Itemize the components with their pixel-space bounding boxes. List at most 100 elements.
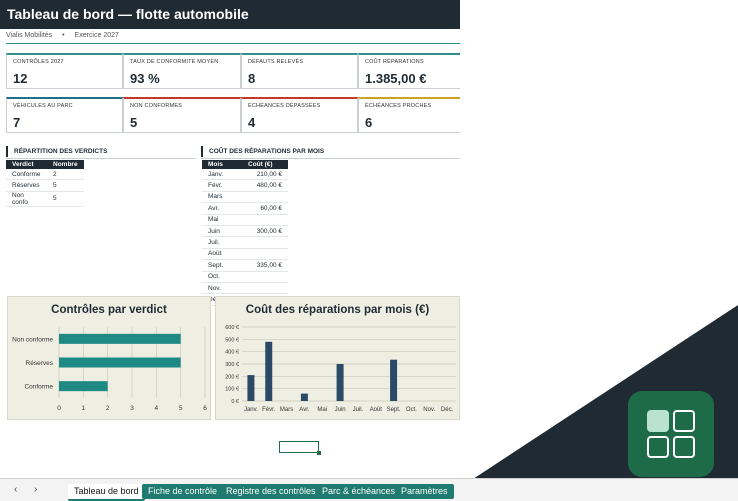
next-sheet-button[interactable]: › [34, 484, 37, 495]
table-row[interactable]: Sept. 335,00 € [202, 260, 288, 271]
table-row[interactable]: Oct. [202, 271, 288, 282]
cost-cell[interactable] [242, 214, 288, 225]
tab-registre-des-controles[interactable]: Registre des contrôles [220, 484, 322, 499]
month-cell[interactable]: Août [202, 248, 242, 259]
grid-square-icon [647, 436, 669, 458]
cost-cell[interactable]: 300,00 € [242, 225, 288, 236]
y-category-label: Conforme [24, 384, 53, 391]
month-cell[interactable]: Oct. [202, 271, 242, 282]
company-name: Vialis Mobilités [6, 32, 52, 39]
tab-parc-echeances[interactable]: Parc & échéances [316, 484, 401, 499]
cost-cell[interactable] [242, 271, 288, 282]
bar [59, 381, 108, 391]
bar [59, 358, 181, 368]
kpi-value: 4 [248, 115, 255, 130]
month-cell[interactable]: Juil. [202, 237, 242, 248]
cost-cell[interactable]: 335,00 € [242, 260, 288, 271]
table-row[interactable]: Non confo 5 [6, 191, 84, 206]
x-category-label: Janv. [244, 407, 258, 413]
kpi-card-echeances-depassees[interactable]: ÉCHÉANCES DÉPASSÉES 4 [241, 97, 358, 133]
grid-square-icon [673, 410, 695, 432]
table-row[interactable]: Conforme 2 [6, 169, 84, 180]
kpi-label: DÉFAUTS RELEVÉS [248, 59, 303, 65]
kpi-card-echeances-proches[interactable]: ÉCHÉANCES PROCHES 6 [358, 97, 460, 133]
table-row[interactable]: Août [202, 248, 288, 259]
kpi-card-taux-conformite[interactable]: TAUX DE CONFORMITÉ MOYEN 93 % [123, 53, 241, 89]
kpi-card-vehicules[interactable]: VÉHICULES AU PARC 7 [6, 97, 123, 133]
table-row[interactable]: Juil. [202, 237, 288, 248]
table-row[interactable]: Nov. [202, 282, 288, 293]
x-tick-label: 6 [203, 405, 207, 412]
y-tick-label: 200 € [225, 374, 239, 380]
prev-sheet-button[interactable]: ‹ [14, 484, 17, 495]
month-cell[interactable]: Févr. [202, 180, 242, 191]
section-divider [201, 158, 460, 159]
kpi-card-defauts[interactable]: DÉFAUTS RELEVÉS 8 [241, 53, 358, 89]
section-divider [6, 158, 196, 159]
costs-table: Mois Coût (€) Janv. 210,00 € Févr. 480,00 €… [202, 160, 288, 306]
cost-cell[interactable] [242, 248, 288, 259]
column-header[interactable]: Mois [202, 160, 242, 169]
month-cell[interactable]: Avr. [202, 203, 242, 214]
x-category-label: Juil. [353, 407, 364, 413]
tab-fiche-de-controle[interactable]: Fiche de contrôle [142, 484, 223, 499]
kpi-card-controles[interactable]: CONTRÔLES 2027 12 [6, 53, 123, 89]
cost-cell[interactable] [242, 191, 288, 202]
section-title-costs: COÛT DES RÉPARATIONS PAR MOIS [201, 146, 324, 157]
kpi-card-cout-reparations[interactable]: COÛT RÉPARATIONS 1.385,00 € [358, 53, 460, 89]
kpi-value: 6 [365, 115, 372, 130]
y-tick-label: 0 € [231, 399, 239, 405]
selected-cell[interactable] [279, 441, 319, 453]
x-tick-label: 2 [106, 405, 110, 412]
table-row[interactable]: Mars [202, 191, 288, 202]
cost-cell[interactable]: 60,00 € [242, 203, 288, 214]
month-cell[interactable]: Juin [202, 225, 242, 236]
table-row[interactable]: Févr. 480,00 € [202, 180, 288, 191]
x-tick-label: 3 [130, 405, 134, 412]
column-header[interactable]: Nombre [47, 160, 84, 169]
kpi-value: 7 [13, 115, 20, 130]
x-category-label: Août [370, 407, 383, 413]
chart-costs[interactable]: Coût des réparations par mois (€) 0 € 100… [215, 296, 460, 420]
bar [337, 364, 344, 401]
column-header[interactable]: Coût (€) [242, 160, 288, 169]
verdict-cell[interactable]: Non confo [6, 191, 47, 206]
x-category-label: Sept. [387, 407, 401, 413]
month-cell[interactable]: Mai [202, 214, 242, 225]
count-cell[interactable]: 5 [47, 191, 84, 206]
chart-verdicts[interactable]: Contrôles par verdict 0 1 2 3 4 5 6 Non conform… [7, 296, 211, 420]
table-row[interactable]: Mai [202, 214, 288, 225]
chart-costs-svg: 0 € 100 € 200 € 300 € 400 € 500 € 600 € Janv. Fé… [216, 297, 461, 421]
x-category-label: Juin [335, 407, 346, 413]
month-cell[interactable]: Janv. [202, 169, 242, 180]
bar [390, 360, 397, 401]
count-cell[interactable]: 5 [47, 180, 84, 191]
month-cell[interactable]: Sept. [202, 260, 242, 271]
verdict-cell[interactable]: Conforme [6, 169, 47, 180]
cost-cell[interactable] [242, 237, 288, 248]
tab-parametres[interactable]: Paramètres [395, 484, 454, 499]
verdicts-table: Verdict Nombre Conforme 2 Réserves 5 Non c… [6, 160, 84, 207]
x-category-label: Févr. [262, 407, 276, 413]
kpi-card-non-conformes[interactable]: NON CONFORMES 5 [123, 97, 241, 133]
kpi-label: CONTRÔLES 2027 [13, 59, 64, 65]
table-row[interactable]: Janv. 210,00 € [202, 169, 288, 180]
table-row[interactable]: Avr. 60,00 € [202, 203, 288, 214]
month-cell[interactable]: Mars [202, 191, 242, 202]
table-row[interactable]: Juin 300,00 € [202, 225, 288, 236]
cost-cell[interactable]: 480,00 € [242, 180, 288, 191]
app-icon [628, 391, 714, 477]
column-header[interactable]: Verdict [6, 160, 47, 169]
month-cell[interactable]: Nov. [202, 282, 242, 293]
x-category-label: Mai [317, 407, 327, 413]
bar [247, 375, 254, 401]
cost-cell[interactable]: 210,00 € [242, 169, 288, 180]
verdict-cell[interactable]: Réserves [6, 180, 47, 191]
cost-cell[interactable] [242, 282, 288, 293]
table-row[interactable]: Réserves 5 [6, 180, 84, 191]
count-cell[interactable]: 2 [47, 169, 84, 180]
kpi-value: 1.385,00 € [365, 71, 426, 86]
tab-tableau-de-bord[interactable]: Tableau de bord [68, 484, 145, 501]
sheet-tab-bar: ‹ › Tableau de bord Fiche de contrôle Re… [0, 478, 738, 501]
x-category-label: Mars [280, 407, 293, 413]
